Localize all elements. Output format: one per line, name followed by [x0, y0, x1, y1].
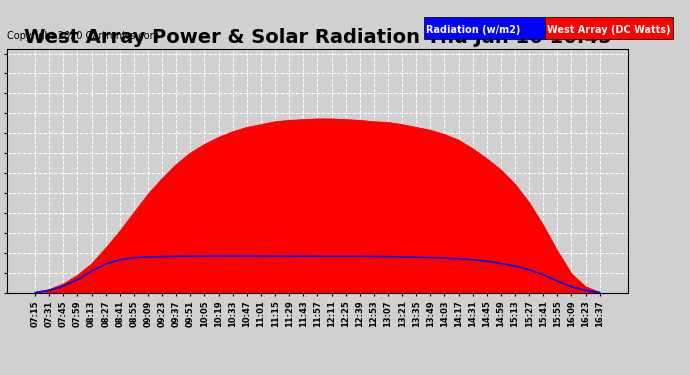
Title: West Array Power & Solar Radiation Thu Jan 16 16:45: West Array Power & Solar Radiation Thu J…	[23, 28, 611, 47]
Text: West Array (DC Watts): West Array (DC Watts)	[547, 25, 671, 34]
Text: Copyright 2020 Cartronics.com: Copyright 2020 Cartronics.com	[7, 32, 159, 41]
Text: Radiation (w/m2): Radiation (w/m2)	[426, 25, 521, 34]
